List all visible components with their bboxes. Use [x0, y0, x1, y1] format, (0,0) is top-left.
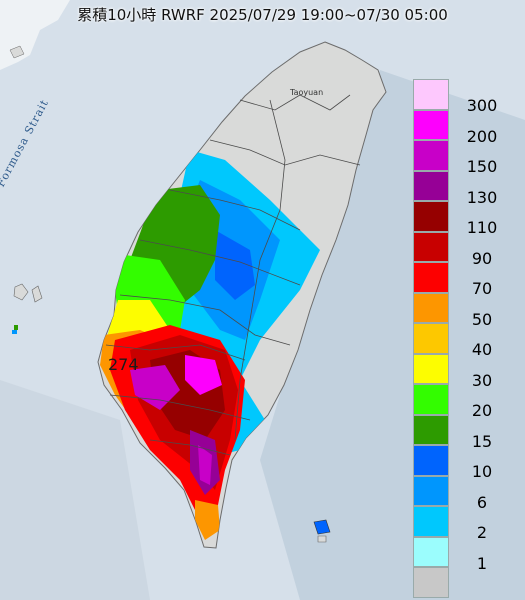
rain-area-dark-blue	[215, 230, 255, 300]
legend-label: 300	[466, 96, 498, 115]
legend-swatch	[413, 475, 449, 506]
legend-swatch	[413, 536, 449, 567]
penghu-islands	[12, 283, 43, 334]
legend-swatch	[413, 170, 449, 201]
sea-shading	[0, 380, 150, 600]
legend-label: 15	[471, 431, 493, 451]
rain-area-magenta	[185, 355, 222, 395]
legend-swatch	[413, 506, 449, 537]
legend-swatch	[413, 414, 449, 445]
legend-swatch	[413, 262, 449, 293]
legend-swatch	[413, 567, 449, 598]
legend-swatch	[413, 353, 449, 384]
legend-label: 70	[471, 279, 493, 298]
legend-label: 30	[471, 370, 493, 390]
city-label: Taoyuan	[290, 88, 324, 97]
legend-label: 6	[476, 492, 488, 512]
legend-label: 1	[476, 553, 488, 573]
legend-swatch	[413, 292, 449, 323]
green-island	[313, 519, 331, 535]
county-boundaries	[105, 94, 361, 456]
legend-swatch	[413, 384, 449, 415]
legend-label: 20	[471, 401, 493, 420]
rain-area-orange-south	[195, 500, 220, 540]
legend-swatch	[413, 201, 449, 232]
legend-colorbar	[413, 79, 449, 598]
legend-label: 50	[471, 309, 493, 329]
map-title: 累積10小時 RWRF 2025/07/29 19:00~07/30 05:00	[77, 6, 448, 24]
legend-label: 90	[471, 248, 493, 268]
legend-swatch	[413, 231, 449, 262]
orchid-island	[317, 535, 327, 543]
taiwan-island	[97, 41, 387, 549]
legend-label: 2	[476, 523, 488, 542]
legend-label: 200	[466, 126, 498, 146]
matsu-islands	[9, 45, 25, 59]
legend-label: 130	[466, 187, 498, 207]
legend-label: 150	[466, 157, 498, 176]
legend-label: 110	[466, 218, 498, 237]
legend-swatch	[413, 140, 449, 171]
legend-swatch	[413, 445, 449, 476]
max-value-label: 274	[108, 355, 139, 374]
legend-swatch	[413, 79, 449, 110]
legend-label: 10	[471, 462, 493, 481]
legend-swatch	[413, 323, 449, 354]
legend-label: 40	[471, 340, 493, 359]
sea-shading	[260, 70, 525, 600]
rain-area-magenta2	[198, 445, 212, 485]
legend-swatch	[413, 109, 449, 140]
rain-area-purple	[130, 365, 180, 410]
